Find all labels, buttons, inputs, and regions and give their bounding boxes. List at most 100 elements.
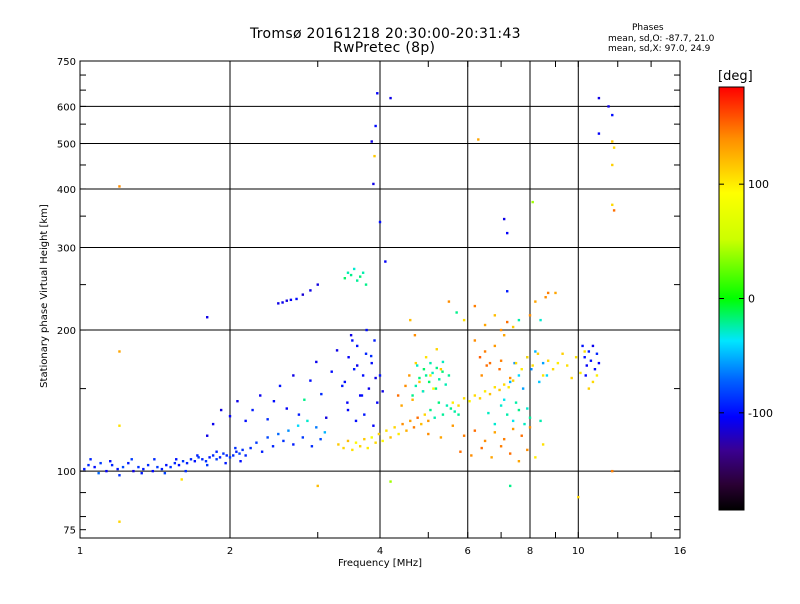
data-point xyxy=(259,394,262,397)
data-point xyxy=(444,383,447,386)
data-point xyxy=(118,185,121,188)
data-point xyxy=(354,419,358,423)
data-point xyxy=(597,132,601,135)
data-point xyxy=(296,424,300,427)
data-point xyxy=(278,384,282,388)
data-point xyxy=(611,140,614,143)
data-point xyxy=(376,401,379,404)
data-point xyxy=(185,461,189,465)
data-point xyxy=(408,374,411,377)
data-point xyxy=(404,384,407,388)
data-point xyxy=(449,407,453,410)
data-point xyxy=(153,458,156,461)
data-point xyxy=(364,352,368,355)
data-point xyxy=(385,429,388,432)
data-point xyxy=(570,376,573,380)
data-point xyxy=(396,394,400,397)
data-point xyxy=(539,419,542,423)
data-point xyxy=(343,380,347,384)
data-point xyxy=(160,467,164,471)
data-point xyxy=(365,328,368,332)
data-point xyxy=(358,394,362,397)
data-point xyxy=(397,432,400,436)
data-point xyxy=(236,399,239,403)
data-point xyxy=(530,368,533,371)
data-point xyxy=(574,356,578,359)
data-point xyxy=(177,463,181,467)
data-point xyxy=(393,426,396,429)
data-point xyxy=(355,364,359,367)
data-point xyxy=(507,386,510,389)
data-point xyxy=(587,387,591,390)
data-point xyxy=(539,318,542,322)
data-point xyxy=(468,399,471,403)
data-point xyxy=(488,392,492,396)
data-point xyxy=(493,422,497,426)
data-point xyxy=(315,426,318,429)
data-point xyxy=(372,182,375,186)
data-point xyxy=(266,418,269,421)
data-point xyxy=(301,293,305,296)
data-point xyxy=(361,271,365,274)
data-point xyxy=(352,368,356,371)
data-point xyxy=(374,441,377,444)
data-point xyxy=(118,424,121,427)
data-point xyxy=(447,300,451,303)
data-point xyxy=(514,361,518,365)
data-point xyxy=(589,359,593,362)
data-point xyxy=(319,437,322,441)
data-point xyxy=(499,328,503,332)
data-point xyxy=(546,359,550,362)
data-point xyxy=(232,454,235,457)
data-point xyxy=(502,217,506,221)
data-point xyxy=(511,379,515,382)
data-point xyxy=(422,368,426,371)
data-point xyxy=(355,344,359,348)
data-point xyxy=(118,350,121,353)
data-point xyxy=(377,432,381,436)
data-point xyxy=(583,350,586,353)
data-point xyxy=(597,361,601,365)
data-point xyxy=(521,387,525,390)
y-tick-label: 600 xyxy=(57,102,76,113)
data-point xyxy=(480,374,483,377)
data-point xyxy=(238,452,241,455)
data-point xyxy=(381,439,384,443)
data-point xyxy=(316,283,319,286)
data-point xyxy=(323,431,327,434)
data-point xyxy=(473,394,477,397)
data-point xyxy=(587,350,591,353)
data-point xyxy=(370,140,373,143)
data-point xyxy=(378,220,382,224)
data-point xyxy=(292,374,295,377)
data-point xyxy=(437,401,441,404)
data-point xyxy=(595,352,599,355)
data-point xyxy=(351,339,354,342)
data-point xyxy=(431,371,434,375)
data-point xyxy=(204,460,208,463)
data-point xyxy=(105,469,108,473)
data-point xyxy=(346,408,350,412)
data-point xyxy=(351,448,354,452)
y-tick-label: 400 xyxy=(57,185,76,196)
data-point xyxy=(116,467,119,471)
data-point xyxy=(457,413,460,416)
data-point xyxy=(285,299,288,302)
data-point xyxy=(146,463,150,467)
data-point xyxy=(184,469,187,473)
data-point xyxy=(435,366,438,370)
data-point xyxy=(520,368,523,371)
data-point xyxy=(493,431,497,434)
data-point xyxy=(423,413,426,416)
data-point xyxy=(205,434,209,437)
data-point xyxy=(414,384,418,388)
data-point xyxy=(121,465,125,469)
data-point xyxy=(420,422,423,426)
data-point xyxy=(455,311,458,314)
data-point xyxy=(169,465,172,469)
data-point xyxy=(611,163,614,167)
data-point xyxy=(427,380,431,384)
data-point xyxy=(414,361,418,365)
data-point xyxy=(118,520,121,523)
